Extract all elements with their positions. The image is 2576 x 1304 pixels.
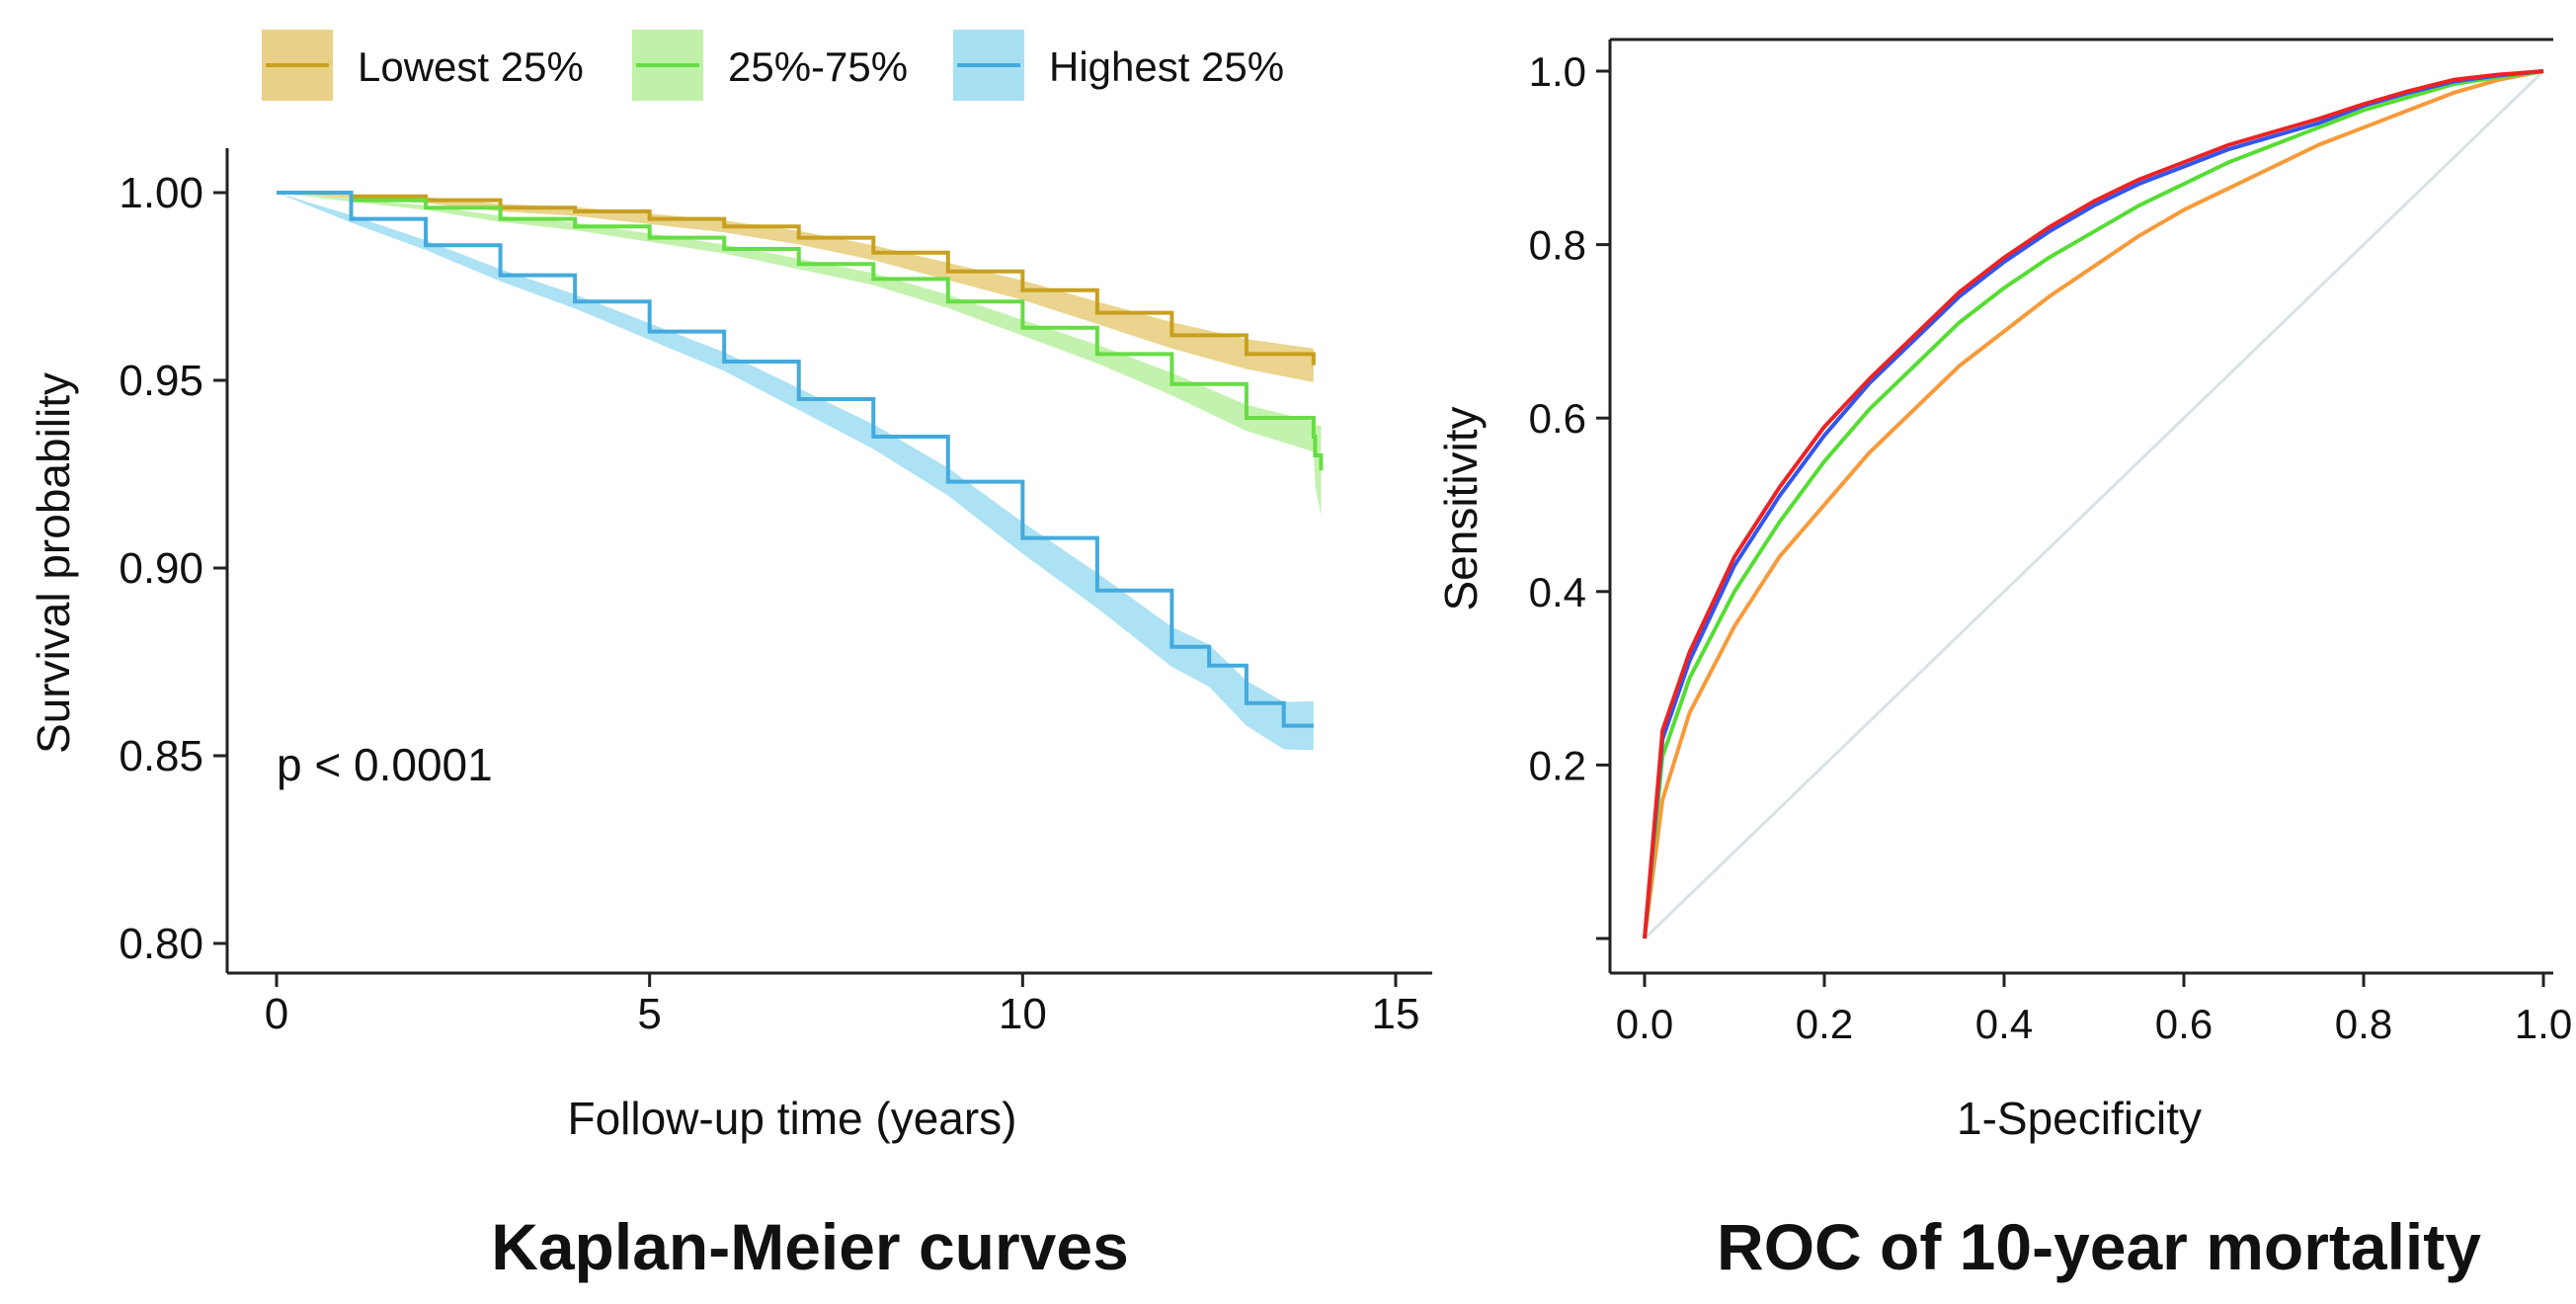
km-y-tick-label: 1.00	[119, 169, 203, 217]
roc-axes: 0.0 0.2 0.4 0.6 0.8 1.0 0.2 0.4 0.6 0.8 1.0	[1529, 38, 2572, 1047]
roc-y-axis-label: Sensitivity	[1435, 406, 1487, 611]
roc-diagonal-line	[1643, 69, 2545, 940]
km-legend-label: Highest 25%	[1049, 43, 1284, 90]
km-x-axis-label: Follow-up time (years)	[568, 1093, 1017, 1144]
km-legend-label: 25%-75%	[728, 43, 908, 90]
km-y-tick-label: 0.90	[119, 544, 203, 593]
km-legend-item-lowest-25: Lowest 25%	[262, 30, 584, 101]
roc-series-lines	[1643, 69, 2544, 939]
roc-curve-2	[1643, 69, 2544, 939]
km-legend-item-highest-25: Highest 25%	[953, 30, 1284, 101]
roc-x-tick-label: 0.2	[1796, 1001, 1853, 1047]
roc-y-tick-label: 1.0	[1529, 48, 1586, 95]
km-y-tick-label: 0.95	[119, 357, 203, 405]
km-band-highest-25	[277, 193, 1314, 751]
km-x-tick-label: 5	[637, 990, 661, 1038]
km-legend-label: Lowest 25%	[358, 43, 584, 90]
roc-y-tick-label: 0.2	[1529, 742, 1586, 788]
km-line-25-75	[277, 191, 1324, 471]
km-pvalue-annotation: p < 0.0001	[277, 739, 493, 790]
roc-curve-4	[1643, 69, 2544, 939]
km-y-tick-label: 0.85	[119, 732, 203, 780]
roc-y-tick-label: 0.6	[1529, 395, 1586, 442]
kaplan-meier-chart: Lowest 25% 25%-75% Highest 25% 0 5 10 150.800…	[28, 30, 1432, 1283]
roc-x-tick-label: 1.0	[2515, 1001, 2572, 1047]
km-legend: Lowest 25% 25%-75% Highest 25%	[262, 30, 1284, 101]
roc-y-tick-label: 0.8	[1529, 222, 1586, 269]
roc-x-tick-label: 0.0	[1616, 1001, 1673, 1047]
roc-x-axis-label: 1-Specificity	[1957, 1093, 2202, 1144]
km-x-tick-label: 0	[265, 990, 288, 1038]
km-line-lowest-25	[277, 191, 1316, 366]
km-x-tick-label: 15	[1372, 990, 1420, 1038]
km-chart-title: Kaplan-Meier curves	[491, 1210, 1129, 1283]
roc-chart-title: ROC of 10-year mortality	[1717, 1210, 2481, 1283]
km-band-lowest-25	[277, 193, 1314, 382]
km-line-highest-25	[277, 191, 1314, 728]
km-axes: 0 5 10 15 0.80 0.85 0.90 0.95 1.00	[119, 148, 1432, 1038]
roc-x-tick-label: 0.8	[2335, 1001, 2392, 1047]
km-y-tick-label: 0.80	[119, 920, 203, 968]
km-confidence-bands	[277, 193, 1322, 751]
roc-curve-1	[1643, 69, 2544, 939]
km-series-lines	[277, 191, 1324, 728]
roc-x-tick-label: 0.4	[1975, 1001, 2033, 1047]
km-y-axis-label: Survival probability	[28, 372, 79, 754]
roc-chart: 0.0 0.2 0.4 0.6 0.8 1.0 0.2 0.4 0.6 0.8 1.0 1-Spec…	[1435, 38, 2572, 1283]
roc-x-tick-label: 0.6	[2155, 1001, 2213, 1047]
km-x-tick-label: 10	[999, 990, 1047, 1038]
roc-y-tick-label: 0.4	[1529, 569, 1586, 615]
km-legend-item-25-75: 25%-75%	[632, 30, 908, 101]
roc-reference-line	[1643, 69, 2545, 940]
